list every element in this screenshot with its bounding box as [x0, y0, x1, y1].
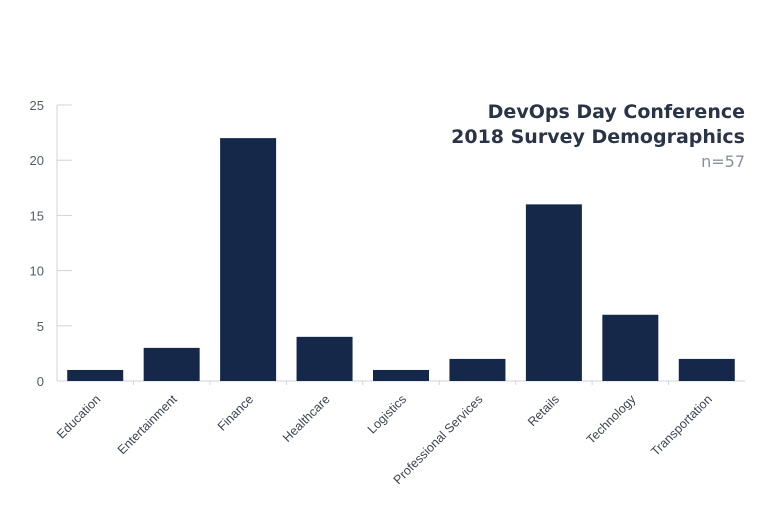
- chart-title-line-2: 2018 Survey Demographics: [451, 126, 745, 148]
- y-axis-tick-labels: 0 5 10 15 20 25: [30, 98, 44, 389]
- y-tick-label: 5: [37, 319, 44, 334]
- bars: [67, 138, 735, 381]
- y-tick-label: 20: [30, 153, 44, 168]
- x-tick-label: Healthcare: [280, 392, 333, 445]
- bar-retails: [525, 204, 582, 381]
- chart-subtitle: n=57: [701, 152, 745, 171]
- x-tick-label: Technology: [584, 392, 639, 447]
- x-tick-label: Professional Services: [391, 392, 486, 487]
- y-tick-label: 0: [37, 374, 44, 389]
- x-tick-label: Finance: [215, 392, 256, 433]
- bar-logistics: [373, 369, 429, 381]
- bar-entertainment: [143, 347, 200, 381]
- chart-title-line-1: DevOps Day Conference: [488, 101, 745, 123]
- bar-healthcare: [296, 336, 353, 381]
- y-tick-label: 15: [30, 208, 44, 223]
- x-tick-label: Logistics: [365, 392, 409, 436]
- bar-technology: [602, 314, 659, 381]
- x-tick-label: Entertainment: [115, 392, 180, 457]
- x-tick-label: Education: [54, 392, 103, 441]
- bar-transportation: [678, 358, 735, 381]
- y-tick-label: 10: [30, 264, 44, 279]
- x-tick-label: Retails: [525, 392, 562, 429]
- bar-finance: [220, 138, 277, 381]
- y-tick-label: 25: [30, 98, 44, 113]
- bar-professional-services: [449, 358, 506, 381]
- bar-education: [67, 369, 124, 381]
- x-tick-label: Transportation: [648, 392, 715, 459]
- chart-title: DevOps Day Conference 2018 Survey Demogr…: [451, 101, 745, 171]
- x-axis-tick-labels: Education Entertainment Finance Healthcare L…: [54, 392, 715, 487]
